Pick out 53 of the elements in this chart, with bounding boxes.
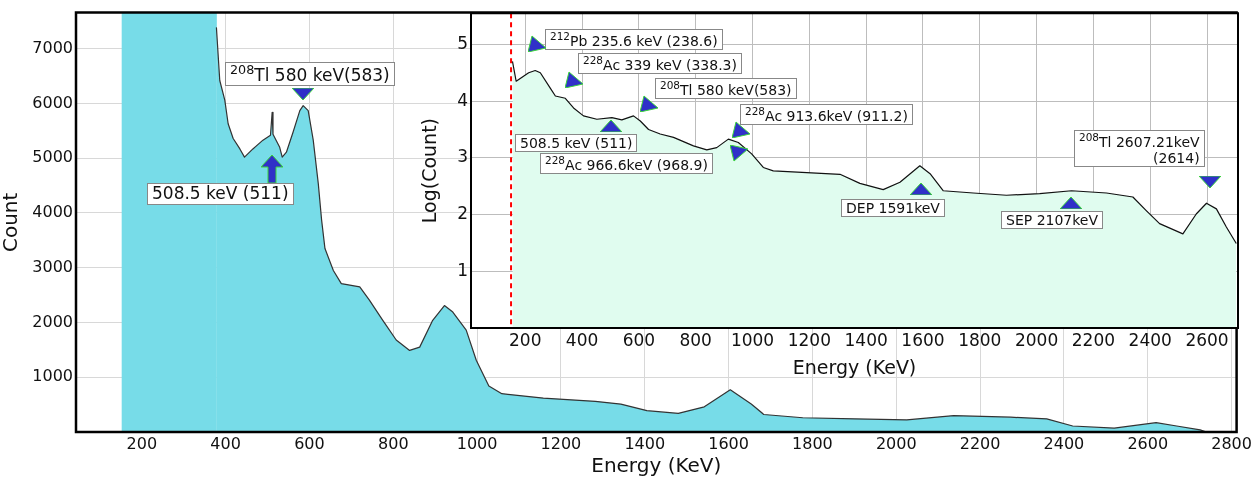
x-axis-title: Energy (KeV) (792, 355, 917, 378)
x-tick-label: 1200 (787, 329, 831, 350)
x-tick-label: 400 (210, 433, 241, 453)
x-tick-label: 1000 (730, 329, 775, 350)
x-tick-label: 2400 (1043, 433, 1085, 453)
x-tick-label: 200 (126, 433, 158, 453)
x-tick-label: 2000 (875, 433, 917, 453)
annotation: $^{208}$Tl 580 keV(583) (655, 78, 797, 99)
x-tick-label: 1200 (540, 433, 582, 453)
annotation: $^{228}$Ac 913.6keV (911.2) (740, 104, 913, 125)
annotation: $^{228}$Ac 339 keV (338.3) (578, 53, 742, 74)
x-tick-label: 2200 (1071, 329, 1116, 350)
y-tick-label: 5000 (32, 147, 73, 167)
y-tick-label: 1000 (32, 366, 73, 386)
x-tick-label: 800 (378, 433, 409, 453)
x-tick-label: 400 (565, 329, 599, 350)
x-tick-label: 1800 (958, 329, 1002, 350)
x-tick-label: 1600 (708, 433, 749, 453)
x-tick-label: 1800 (792, 433, 833, 453)
y-axis-title: Log(Count) (418, 118, 441, 224)
x-tick-label: 200 (509, 329, 542, 350)
annotation: 508.5 keV (511) (515, 134, 638, 153)
x-tick-label: 2400 (1128, 329, 1172, 350)
annotation: $^{208}$Tl 580 keV(583) (225, 62, 395, 87)
x-tick-label: 1400 (624, 433, 666, 453)
y-tick-label: 2 (457, 202, 468, 223)
y-tick-label: 5 (457, 32, 468, 53)
y-tick-label: 6000 (32, 92, 73, 112)
x-tick-label: 600 (622, 329, 656, 350)
y-tick-label: 1 (457, 259, 468, 280)
y-tick-label: 3 (457, 146, 468, 167)
annotation: SEP 2107keV (1001, 211, 1104, 230)
y-axis-title: Count (0, 192, 23, 252)
annotation: DEP 1591keV (841, 199, 945, 218)
x-tick-label: 600 (294, 433, 325, 453)
annotation: $^{212}$Pb 235.6 keV (238.6) (545, 29, 723, 50)
x-tick-label: 2600 (1185, 329, 1229, 350)
x-tick-label: 2200 (959, 433, 1001, 453)
x-tick-label: 2000 (1014, 329, 1059, 350)
x-axis-title: Energy (KeV) (591, 453, 722, 478)
annotation: $^{228}$Ac 966.6keV (968.9) (540, 153, 713, 174)
x-tick-label: 1400 (844, 329, 888, 350)
y-tick-label: 4000 (32, 202, 73, 222)
y-tick-label: 4 (457, 89, 468, 110)
x-tick-label: 1600 (901, 329, 945, 350)
x-tick-label: 800 (679, 329, 712, 350)
x-tick-label: 2600 (1127, 433, 1169, 453)
y-tick-label: 7000 (32, 37, 73, 57)
y-tick-label: 3000 (32, 256, 73, 276)
y-tick-label: 2000 (32, 311, 73, 331)
annotation: 508.5 keV (511) (147, 183, 294, 205)
annotation: $^{208}$Tl 2607.21keV (2614) (1074, 130, 1205, 167)
x-tick-label: 2800 (1211, 433, 1252, 453)
